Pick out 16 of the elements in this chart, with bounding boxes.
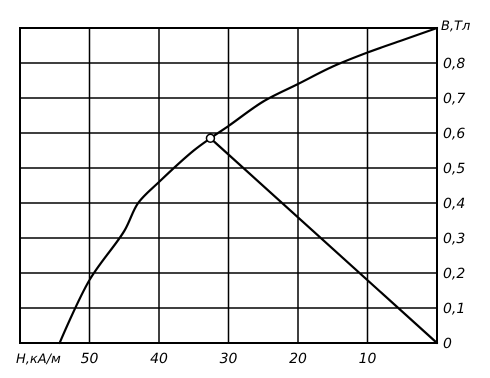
x-tick-label: 30 xyxy=(220,351,238,367)
y-tick-label: 0,2 xyxy=(443,266,466,282)
y-tick-label: 0,3 xyxy=(443,231,466,247)
x-tick-label: 40 xyxy=(150,351,168,367)
y-tick-label: 0,8 xyxy=(443,56,466,72)
y-tick-label: 0 xyxy=(443,336,452,352)
y-tick-label: 0,7 xyxy=(443,91,466,107)
y-axis-title: B,Тл xyxy=(441,19,470,34)
y-tick-label: 0,4 xyxy=(443,196,466,212)
y-tick-label: 0,1 xyxy=(443,301,466,317)
x-tick-label: 20 xyxy=(289,351,307,367)
x-tick-label: 10 xyxy=(358,351,376,367)
x-axis-title: H,кА/м xyxy=(16,352,62,367)
y-tick-label: 0,5 xyxy=(443,161,466,177)
y-tick-label: 0,6 xyxy=(443,126,466,142)
x-tick-label: 50 xyxy=(80,351,98,367)
